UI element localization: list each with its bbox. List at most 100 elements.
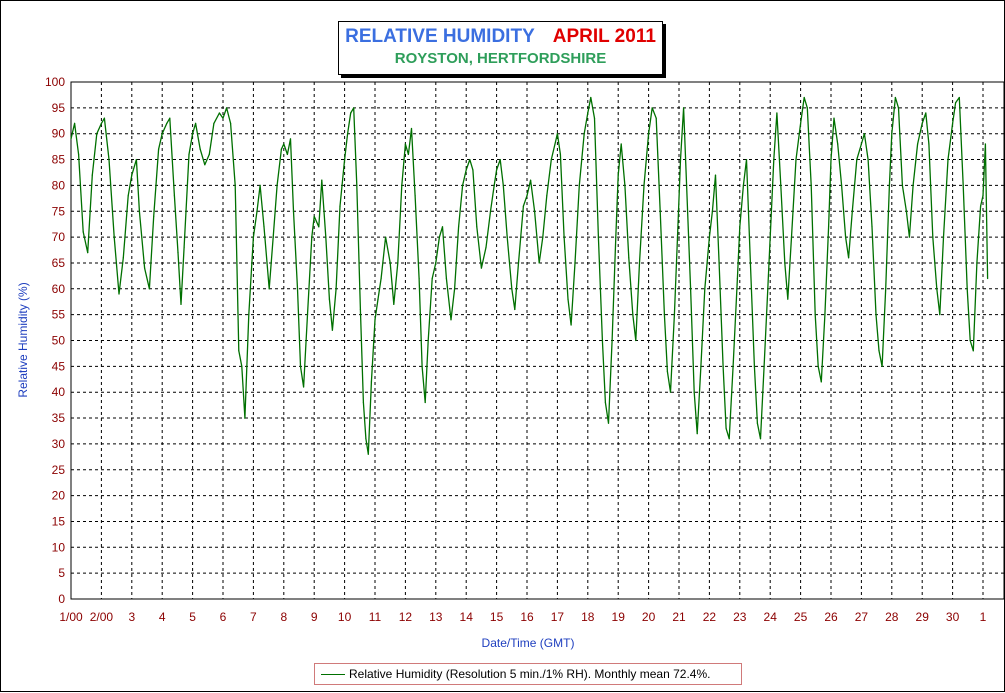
x-tick-label: 21 [672, 610, 686, 624]
data-point [790, 236, 793, 238]
y-tick-label: 55 [52, 308, 66, 322]
data-point [714, 174, 717, 176]
data-point [643, 184, 645, 186]
data-point [169, 117, 171, 119]
grid-layer [71, 82, 1004, 599]
data-point [607, 422, 610, 424]
data-point [679, 159, 682, 161]
data-point [556, 133, 559, 135]
data-point [632, 314, 634, 316]
data-point [438, 236, 440, 238]
data-point [711, 210, 714, 212]
data-point [367, 453, 369, 455]
data-point [856, 159, 858, 161]
data-point [431, 277, 433, 280]
x-tick-label: 1/00 [59, 610, 83, 624]
x-tick-label: 16 [520, 610, 534, 624]
data-point [972, 350, 974, 352]
data-point [958, 96, 960, 99]
data-point [385, 236, 387, 238]
x-tick-label: 15 [490, 610, 504, 624]
data-point [113, 236, 115, 238]
data-point [445, 277, 447, 280]
data-point [514, 308, 516, 311]
data-point [759, 438, 762, 440]
data-point [810, 184, 812, 186]
data-point [952, 122, 954, 124]
x-tick-label: 12 [399, 610, 413, 624]
data-point [749, 262, 752, 264]
data-point [756, 422, 759, 424]
data-point [153, 215, 155, 217]
data-point [192, 133, 194, 135]
x-tick-label: 18 [581, 610, 595, 624]
data-point [122, 257, 124, 259]
data-point [538, 262, 540, 264]
x-tick-label: 10 [338, 610, 352, 624]
y-tick-label: 0 [58, 592, 65, 606]
data-point [604, 401, 607, 404]
data-point [828, 226, 830, 228]
data-point [374, 319, 376, 321]
data-point [867, 159, 869, 161]
data-point [241, 365, 243, 367]
data-point [441, 226, 444, 228]
chart-subtitle: ROYSTON, HERTFORDSHIRE [394, 50, 607, 67]
data-point [620, 143, 622, 145]
data-point [638, 262, 641, 264]
data-point [230, 122, 232, 124]
data-point [897, 107, 900, 109]
data-point [166, 122, 168, 124]
y-tick-label: 80 [52, 178, 66, 192]
data-point [256, 210, 258, 212]
data-point [590, 96, 592, 99]
data-point [259, 184, 261, 186]
data-point [574, 262, 576, 264]
series-layer [70, 96, 989, 455]
data-point [177, 252, 179, 254]
x-axis-title: Date/Time (GMT) [482, 636, 575, 650]
chart-title-date: APRIL 2011 [552, 26, 656, 47]
x-tick-label: 22 [703, 610, 717, 624]
x-tick-label: 19 [612, 610, 626, 624]
data-point [311, 236, 313, 238]
data-point [144, 267, 146, 269]
data-point [148, 288, 150, 290]
data-point [894, 96, 897, 99]
data-point [570, 324, 572, 326]
data-point [418, 277, 420, 280]
data-point [289, 138, 292, 140]
data-point [74, 122, 76, 124]
data-point [969, 339, 971, 342]
legend-swatch [321, 674, 345, 675]
data-point [339, 205, 341, 207]
data-point [917, 143, 919, 145]
data-point [472, 169, 474, 171]
data-point [878, 350, 880, 352]
data-point [435, 262, 437, 264]
data-point [195, 122, 197, 124]
data-point [485, 246, 487, 248]
data-point [563, 236, 565, 238]
y-tick-label: 15 [52, 514, 66, 528]
data-point [955, 102, 957, 104]
data-point [881, 365, 883, 367]
data-point [841, 184, 843, 186]
x-tick-label: 26 [824, 610, 838, 624]
data-point [401, 184, 403, 186]
y-tick-label: 10 [52, 540, 66, 554]
data-point [550, 159, 552, 161]
data-point [925, 112, 927, 114]
data-point [742, 184, 745, 186]
data-point [888, 184, 891, 186]
data-point [226, 107, 228, 109]
data-point [824, 314, 826, 316]
tick-label-layer: 0510152025303540455055606570758085909510… [45, 75, 987, 624]
data-point [673, 314, 676, 316]
data-point [860, 143, 863, 145]
data-point [469, 159, 471, 161]
data-point [763, 365, 765, 367]
data-point [912, 184, 914, 186]
data-point [356, 184, 358, 186]
